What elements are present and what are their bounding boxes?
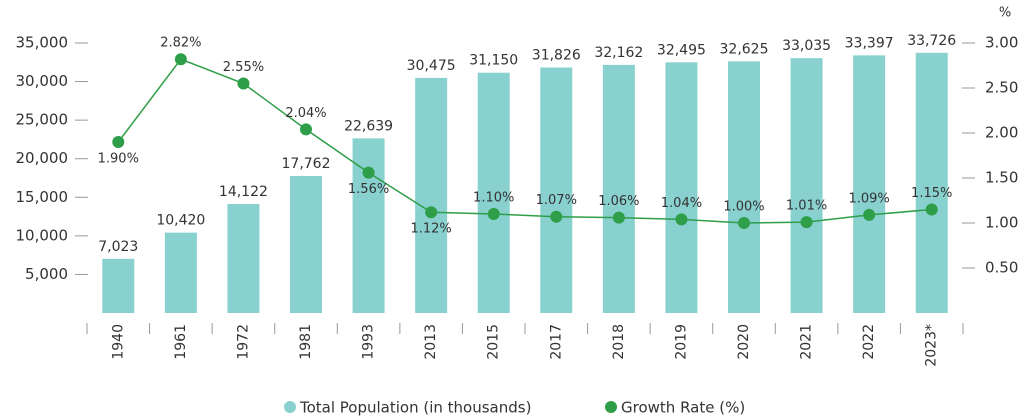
growth-label: 1.09%: [848, 191, 889, 206]
growth-label: 1.12%: [410, 222, 451, 237]
y2-tick-label: 3.00: [985, 34, 1018, 52]
bar: [415, 77, 448, 314]
growth-point: [237, 77, 250, 90]
y-tick-label: 30,000: [16, 72, 69, 90]
bar: [102, 258, 135, 313]
x-tick-label: 2013: [423, 324, 439, 360]
x-tick-label: 2021: [799, 324, 815, 360]
y2-tick-label: 1.00: [985, 214, 1018, 232]
x-tick-label: 1972: [235, 324, 251, 360]
bar-label: 33,726: [907, 33, 956, 49]
x-tick-label: 1981: [298, 324, 314, 360]
y-tick-label: 20,000: [16, 149, 69, 167]
growth-point: [362, 166, 375, 179]
bar-label: 33,035: [782, 38, 831, 54]
x-tick-label: 2015: [486, 324, 502, 360]
legend-label: Growth Rate (%): [621, 399, 745, 417]
growth-point: [863, 208, 876, 221]
growth-label: 1.00%: [723, 200, 764, 215]
bar-label: 32,625: [720, 41, 769, 57]
growth-label: 1.10%: [473, 191, 514, 206]
bar: [164, 232, 197, 313]
y2-tick-label: 0.50: [985, 259, 1018, 277]
growth-label: 1.07%: [536, 193, 577, 208]
x-tick-label: 2018: [611, 324, 627, 360]
y2-tick-label: 2.00: [985, 124, 1018, 142]
growth-point: [925, 203, 938, 216]
x-tick-label: 2017: [548, 324, 564, 360]
growth-line: [117, 58, 932, 224]
growth-point: [487, 208, 500, 220]
bar: [853, 55, 886, 314]
growth-label: 1.04%: [661, 196, 702, 211]
x-tick-label: 1993: [361, 324, 377, 360]
bar-label: 33,397: [845, 35, 894, 51]
growth-point: [800, 216, 813, 229]
growth-point: [738, 217, 750, 229]
growth-label: 1.06%: [598, 194, 639, 209]
legend-swatch: [605, 401, 617, 413]
growth-point: [550, 210, 563, 223]
y-tick-label: 15,000: [16, 188, 69, 206]
x-tick-label: 1940: [110, 324, 126, 360]
bar: [227, 204, 260, 313]
growth-point: [300, 123, 312, 136]
y-tick-label: 35,000: [16, 34, 69, 52]
bar: [540, 67, 573, 314]
bar-label: 31,826: [532, 47, 581, 63]
growth-point: [675, 213, 688, 226]
bar-label: 7,023: [98, 239, 138, 255]
bar: [790, 58, 823, 314]
axes: 5,000 10,000 15,000 20,000 25,000 30,000 35,00…: [16, 34, 1019, 283]
growth-point: [612, 211, 625, 224]
bar-label: 14,122: [219, 184, 268, 200]
x-tick-label: 2020: [736, 324, 752, 360]
growth-label: 2.04%: [285, 106, 326, 121]
bar: [665, 62, 698, 314]
y2-tick-label: 2.50: [985, 79, 1018, 97]
x-tick-label: 2022: [861, 324, 877, 360]
bar: [728, 61, 760, 314]
y2-tick-label: 1.50: [985, 169, 1018, 187]
growth-label: 2.82%: [160, 36, 201, 51]
y-tick-label: 25,000: [16, 111, 69, 129]
bar-label: 31,150: [469, 53, 518, 69]
y-tick-label: 5,000: [25, 265, 68, 283]
bar-label: 30,475: [407, 58, 456, 74]
growth-label: 1.56%: [348, 182, 389, 197]
growth-label: 1.01%: [786, 199, 827, 214]
bar-label: 22,639: [344, 118, 393, 134]
x-tick-label: 2019: [673, 324, 689, 360]
legend-swatch: [284, 401, 296, 413]
bar-label: 17,762: [282, 156, 331, 172]
bar-label: 10,420: [156, 213, 205, 229]
bar: [477, 72, 510, 313]
growth-point: [425, 206, 438, 219]
x-tick-label: 2023*: [924, 324, 940, 367]
x-tick-label: 1961: [173, 324, 189, 360]
bar-label: 32,495: [657, 42, 706, 58]
bar: [915, 52, 948, 313]
y-tick-label: 10,000: [16, 226, 69, 244]
legend-label: Total Population (in thousands): [299, 399, 531, 417]
bar: [290, 175, 322, 313]
growth-point: [112, 136, 125, 148]
growth-label: 1.90%: [98, 152, 139, 167]
y2-axis-label: %: [999, 6, 1011, 21]
bar: [602, 64, 635, 313]
growth-point: [174, 53, 187, 66]
growth-label: 2.55%: [223, 60, 264, 75]
bar-label: 32,162: [594, 45, 643, 61]
growth-label: 1.15%: [911, 186, 952, 201]
